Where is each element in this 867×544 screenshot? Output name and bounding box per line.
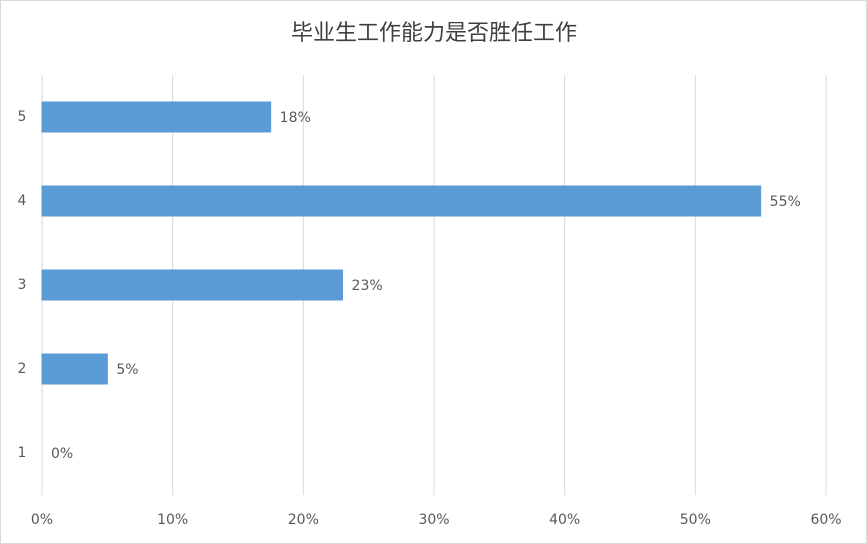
- y-tick-label: 4: [18, 193, 27, 209]
- bar: [41, 269, 344, 301]
- x-tick-label: 10%: [157, 512, 188, 528]
- data-label: 5%: [116, 362, 138, 378]
- data-label: 55%: [770, 194, 801, 210]
- x-tick-label: 20%: [288, 512, 319, 528]
- bar: [41, 353, 108, 385]
- chart-title: 毕业生工作能力是否胜任工作: [291, 21, 577, 46]
- bar: [41, 185, 762, 217]
- y-tick-label: 1: [18, 445, 27, 461]
- y-tick-label: 3: [18, 277, 27, 293]
- data-label: 0%: [51, 446, 73, 462]
- x-tick-label: 60%: [810, 512, 841, 528]
- bar: [41, 101, 272, 133]
- data-label: 23%: [352, 278, 383, 294]
- x-tick-label: 30%: [418, 512, 449, 528]
- y-tick-label: 2: [18, 361, 27, 377]
- x-tick-label: 0%: [31, 512, 53, 528]
- y-tick-label: 5: [18, 109, 27, 125]
- x-tick-label: 50%: [680, 512, 711, 528]
- data-label: 18%: [280, 110, 311, 126]
- x-tick-label: 40%: [549, 512, 580, 528]
